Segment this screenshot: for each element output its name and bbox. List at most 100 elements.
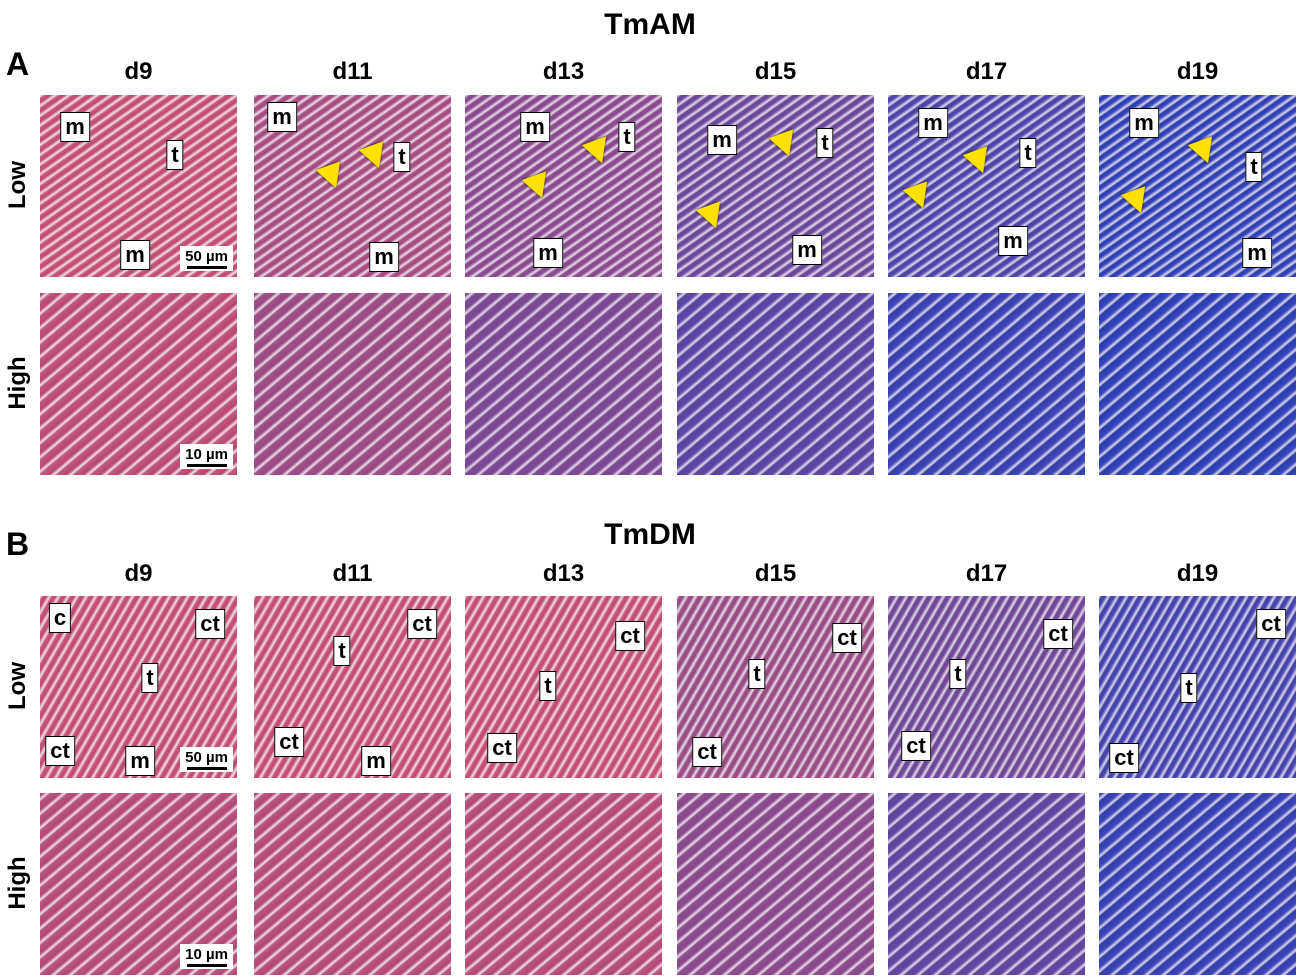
image-tile — [888, 793, 1085, 975]
arrowhead — [581, 136, 615, 168]
arrowhead — [902, 181, 936, 213]
tissue-label: t — [1019, 138, 1037, 168]
tissue-label: m — [520, 112, 550, 142]
tissue-label: ct — [1043, 619, 1073, 649]
row-label: High — [4, 356, 31, 410]
tissue-label: m — [998, 226, 1028, 256]
image-tile — [1099, 293, 1296, 475]
arrowhead — [695, 201, 729, 233]
column-label: d9 — [124, 560, 153, 587]
panel-letter: A — [6, 46, 30, 82]
column-label: d19 — [1176, 560, 1219, 587]
image-tile: m t m — [254, 95, 451, 277]
scale-bar: 10 µm — [180, 444, 233, 469]
image-tile: m t m — [677, 95, 874, 277]
tissue-label: ct — [195, 609, 225, 639]
column-label: d9 — [124, 58, 153, 85]
tissue-label: t — [141, 663, 159, 693]
tissue-label: ct — [45, 736, 75, 766]
tissue-label: m — [120, 240, 150, 270]
arrowhead — [521, 171, 555, 203]
image-tile — [888, 293, 1085, 475]
tissue-label: m — [1129, 108, 1159, 138]
tissue-label: ct — [692, 737, 722, 767]
image-tile: m t m 50 µm — [40, 95, 237, 277]
tissue-label: t — [393, 142, 411, 172]
arrowhead — [1187, 136, 1221, 168]
image-tile: ct t ct m — [254, 596, 451, 778]
scale-bar: 50 µm — [180, 747, 233, 772]
image-tile: ct t ct — [888, 596, 1085, 778]
tissue-label: t — [1180, 673, 1198, 703]
tissue-label: c — [48, 603, 72, 633]
tissue-label: ct — [487, 733, 517, 763]
tissue-label: m — [707, 125, 737, 155]
arrowhead — [315, 161, 349, 193]
arrowhead — [768, 129, 802, 161]
image-tile: 10 µm — [40, 793, 237, 975]
tissue-label: t — [816, 128, 834, 158]
image-tile: ct t ct — [677, 596, 874, 778]
tissue-label: m — [60, 112, 90, 142]
row-label: Low — [4, 662, 31, 710]
tissue-label: m — [267, 102, 297, 132]
scale-bar: 10 µm — [180, 944, 233, 969]
scale-bar-text: 10 µm — [185, 946, 228, 963]
tissue-label: ct — [1256, 609, 1286, 639]
image-tile: m t m — [465, 95, 662, 277]
scale-bar: 50 µm — [180, 246, 233, 271]
tissue-label: ct — [274, 727, 304, 757]
image-tile — [677, 793, 874, 975]
image-tile — [677, 293, 874, 475]
tissue-label: m — [369, 242, 399, 272]
scale-bar-text: 10 µm — [185, 446, 228, 463]
column-label: d15 — [754, 58, 797, 85]
scale-bar-text: 50 µm — [185, 248, 228, 265]
image-tile: m t m — [888, 95, 1085, 277]
tissue-label: m — [361, 746, 391, 776]
tissue-label: m — [533, 238, 563, 268]
tissue-label: ct — [832, 623, 862, 653]
tissue-label: t — [618, 122, 636, 152]
image-tile: c ct t ct m 50 µm — [40, 596, 237, 778]
image-tile: m t m — [1099, 95, 1296, 277]
arrowhead — [1120, 186, 1154, 218]
tissue-label: m — [918, 108, 948, 138]
column-label: d13 — [542, 58, 585, 85]
tissue-label: ct — [901, 731, 931, 761]
scale-bar-line — [185, 964, 228, 967]
tissue-label: m — [1242, 238, 1272, 268]
column-label: d11 — [332, 560, 373, 587]
tissue-label: t — [166, 140, 184, 170]
scale-bar-line — [185, 266, 228, 269]
tissue-label: ct — [615, 621, 645, 651]
image-tile — [1099, 793, 1296, 975]
image-tile — [254, 293, 451, 475]
column-label: d17 — [965, 560, 1008, 587]
image-tile — [254, 793, 451, 975]
tissue-label: t — [1245, 152, 1263, 182]
tissue-label: t — [949, 659, 967, 689]
image-tile: ct t ct — [1099, 596, 1296, 778]
column-label: d17 — [965, 58, 1008, 85]
image-tile: ct t ct — [465, 596, 662, 778]
arrowhead — [358, 141, 392, 173]
tissue-label: t — [539, 671, 557, 701]
image-tile — [465, 293, 662, 475]
tissue-label: t — [333, 636, 351, 666]
panel-title: TmDM — [604, 518, 696, 551]
panel-letter: B — [6, 526, 30, 562]
tissue-label: ct — [407, 609, 437, 639]
arrowhead — [962, 146, 996, 178]
tissue-label: t — [748, 659, 766, 689]
scale-bar-line — [185, 464, 228, 467]
image-tile — [465, 793, 662, 975]
row-label: High — [4, 856, 31, 910]
tissue-label: m — [125, 746, 155, 776]
column-label: d13 — [542, 560, 585, 587]
scale-bar-line — [185, 767, 228, 770]
tissue-label: ct — [1109, 743, 1139, 773]
column-label: d11 — [332, 58, 373, 85]
scale-bar-text: 50 µm — [185, 749, 228, 766]
